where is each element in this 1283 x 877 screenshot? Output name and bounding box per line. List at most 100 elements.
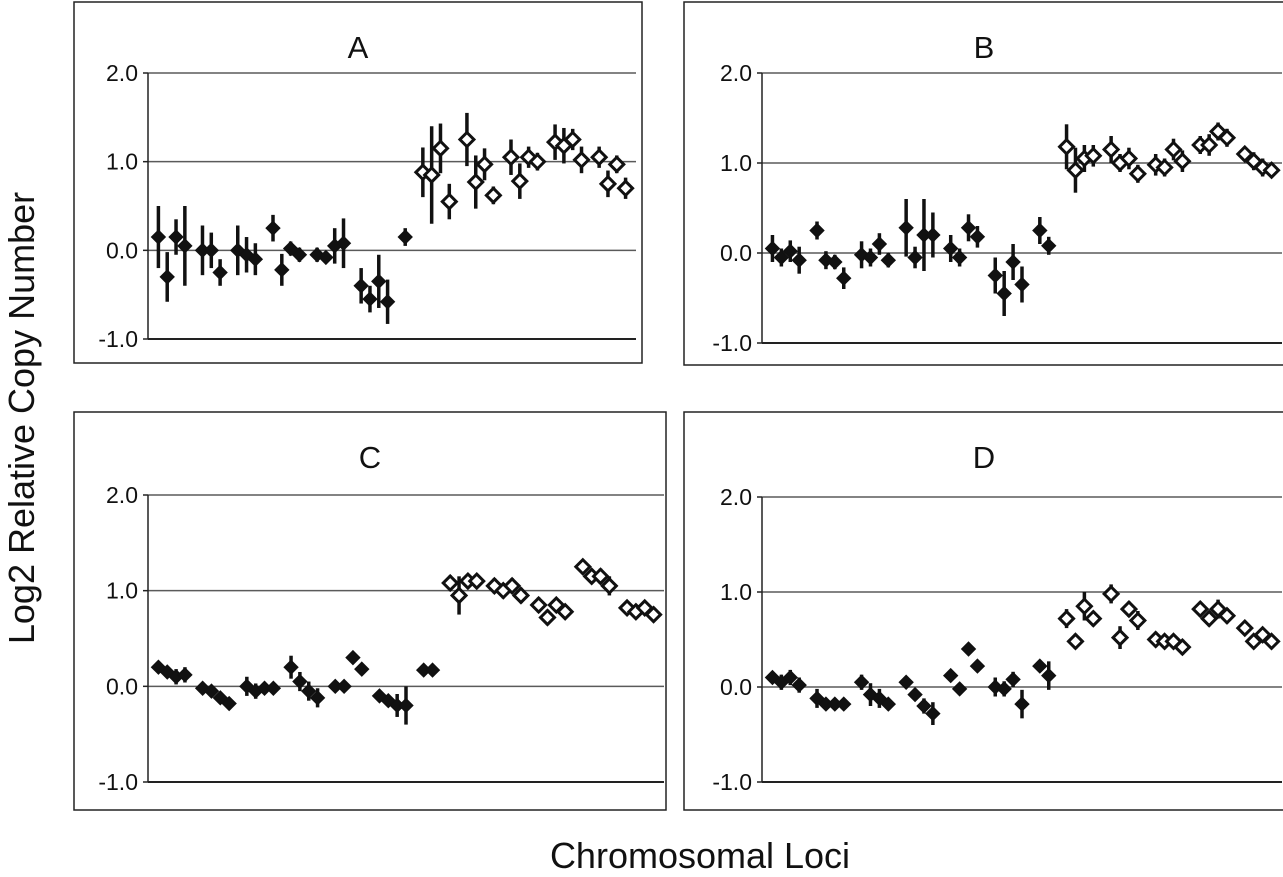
y-tick-label: 0.0 <box>106 673 138 699</box>
panel-frame <box>683 411 1283 811</box>
open-diamond-point <box>502 576 522 596</box>
open-diamond-point <box>1084 146 1103 165</box>
filled-diamond-point <box>283 659 299 675</box>
filled-diamond-point <box>282 240 299 257</box>
open-diamond-point <box>1075 597 1094 616</box>
open-diamond-point <box>1119 599 1139 619</box>
open-diamond-point <box>529 595 548 615</box>
filled-diamond-point <box>177 667 193 683</box>
open-diamond-point <box>1155 158 1174 177</box>
filled-diamond-point <box>969 229 986 245</box>
filled-diamond-point <box>1005 254 1021 270</box>
filled-diamond-point <box>335 235 352 251</box>
panel-b: B 2.0 1.0 0.0 -1.0 <box>683 1 1283 366</box>
filled-diamond-point <box>292 673 308 690</box>
y-tick-label: -1.0 <box>712 330 752 356</box>
y-tick-label: 1.0 <box>720 150 752 176</box>
open-diamond-point <box>1164 140 1183 159</box>
filled-diamond-point <box>230 242 246 259</box>
filled-diamond-point <box>791 677 807 693</box>
filled-diamond-point <box>1032 222 1048 239</box>
filled-diamond-point <box>301 683 317 699</box>
filled-diamond-point <box>880 252 897 268</box>
open-diamond-point <box>590 148 609 167</box>
filled-diamond-point <box>1032 658 1048 674</box>
open-diamond-point <box>457 130 477 149</box>
panel-frame <box>73 1 643 364</box>
y-tick-label: 2.0 <box>106 482 138 508</box>
filled-diamond-point <box>942 667 959 684</box>
filled-diamond-point <box>1041 667 1057 684</box>
filled-diamond-point <box>782 243 798 259</box>
filled-diamond-point <box>371 273 387 290</box>
open-diamond-point <box>510 172 529 191</box>
filled-diamond-point <box>291 247 308 263</box>
open-diamond-point <box>1084 609 1103 628</box>
open-diamond-point <box>1235 618 1254 638</box>
filled-diamond-point <box>424 662 441 678</box>
open-diamond-point <box>1102 584 1121 604</box>
filled-diamond-point <box>907 686 923 703</box>
open-diamond-point <box>1057 137 1076 156</box>
open-diamond-point <box>563 130 582 149</box>
y-tick-label: 0.0 <box>720 240 752 266</box>
open-diamond-point <box>511 586 531 605</box>
x-axis-label: Chromosomal Loci <box>549 835 851 876</box>
filled-diamond-point <box>996 285 1012 302</box>
filled-diamond-point <box>925 705 941 722</box>
open-diamond-point <box>607 155 626 174</box>
filled-diamond-point <box>397 229 413 245</box>
open-diamond-point <box>441 573 460 593</box>
filled-diamond-point <box>379 294 396 310</box>
filled-diamond-point <box>925 227 941 243</box>
filled-diamond-point <box>203 242 220 259</box>
filled-diamond-point <box>1014 696 1030 712</box>
filled-diamond-point <box>827 254 843 270</box>
filled-diamond-point <box>862 249 879 266</box>
filled-diamond-point <box>853 674 870 690</box>
filled-diamond-point <box>398 697 414 714</box>
filled-diamond-point <box>942 240 959 257</box>
open-diamond-point <box>591 567 610 586</box>
filled-diamond-point <box>836 696 852 712</box>
filled-diamond-point <box>951 681 968 697</box>
open-diamond-point <box>1173 637 1192 657</box>
panel-c: C 2.0 1.0 0.0 -1.0 <box>73 411 667 811</box>
filled-diamond-point <box>907 249 923 266</box>
panel-a: A 2.0 1.0 0.0 -1.0 <box>73 1 643 364</box>
open-diamond-point <box>1217 128 1237 147</box>
open-diamond-point <box>1057 609 1076 628</box>
open-diamond-point <box>440 192 459 211</box>
filled-diamond-point <box>274 262 290 278</box>
filled-diamond-point <box>898 220 914 236</box>
filled-diamond-point <box>336 678 352 695</box>
filled-diamond-point <box>309 690 326 706</box>
y-tick-label: 1.0 <box>106 149 138 175</box>
filled-diamond-point <box>773 249 790 266</box>
filled-diamond-point <box>265 680 282 696</box>
open-diamond-point <box>449 586 469 605</box>
open-diamond-point <box>1119 149 1139 168</box>
panel-title: C <box>359 440 381 475</box>
open-diamond-point <box>467 571 486 591</box>
open-diamond-point <box>1128 164 1147 183</box>
filled-diamond-point <box>782 669 798 686</box>
filled-diamond-point <box>150 229 167 245</box>
y-tick-label: 1.0 <box>106 578 138 604</box>
filled-diamond-point <box>791 252 807 268</box>
filled-diamond-point <box>221 695 237 712</box>
y-tick-label: 0.0 <box>106 237 138 263</box>
filled-diamond-point <box>353 278 369 294</box>
y-tick-label: 0.0 <box>720 674 752 700</box>
filled-diamond-point <box>177 238 193 254</box>
filled-diamond-point <box>987 267 1003 284</box>
y-tick-label: -1.0 <box>98 326 138 352</box>
open-diamond-point <box>1066 632 1085 651</box>
open-diamond-point <box>1217 606 1237 625</box>
open-diamond-point <box>598 174 618 193</box>
open-diamond-point <box>1110 628 1130 647</box>
open-diamond-point <box>431 139 450 158</box>
open-diamond-point <box>573 557 592 576</box>
open-diamond-point <box>1262 632 1281 651</box>
